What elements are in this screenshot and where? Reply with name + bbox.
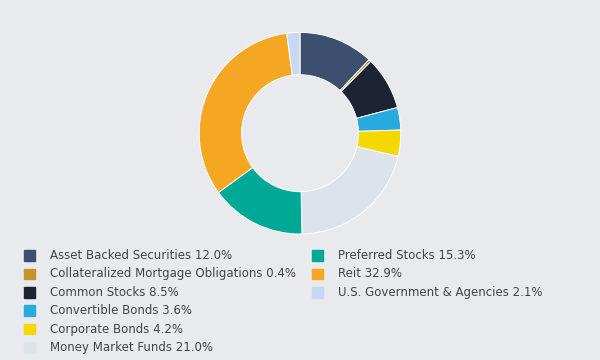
Bar [24, 342, 35, 353]
Wedge shape [287, 32, 300, 75]
Bar [312, 287, 323, 298]
Text: Asset Backed Securities 12.0%: Asset Backed Securities 12.0% [50, 249, 232, 262]
Text: Collateralized Mortgage Obligations 0.4%: Collateralized Mortgage Obligations 0.4% [50, 267, 296, 280]
Bar [24, 324, 35, 334]
Wedge shape [341, 62, 397, 118]
Wedge shape [340, 60, 371, 91]
Text: Common Stocks 8.5%: Common Stocks 8.5% [50, 286, 179, 299]
Wedge shape [357, 130, 401, 157]
Text: Convertible Bonds 3.6%: Convertible Bonds 3.6% [50, 304, 192, 317]
Text: Money Market Funds 21.0%: Money Market Funds 21.0% [50, 341, 213, 354]
Text: Corporate Bonds 4.2%: Corporate Bonds 4.2% [50, 323, 183, 336]
Wedge shape [199, 33, 292, 193]
Wedge shape [301, 147, 398, 234]
Bar [312, 269, 323, 279]
Bar [24, 250, 35, 261]
Wedge shape [300, 32, 369, 91]
Bar [24, 287, 35, 298]
Text: Reit 32.9%: Reit 32.9% [338, 267, 402, 280]
Text: Preferred Stocks 15.3%: Preferred Stocks 15.3% [338, 249, 475, 262]
Wedge shape [356, 108, 401, 131]
Text: U.S. Government & Agencies 2.1%: U.S. Government & Agencies 2.1% [338, 286, 542, 299]
Wedge shape [218, 167, 302, 234]
Bar [312, 250, 323, 261]
Bar [24, 269, 35, 279]
Bar [24, 305, 35, 316]
